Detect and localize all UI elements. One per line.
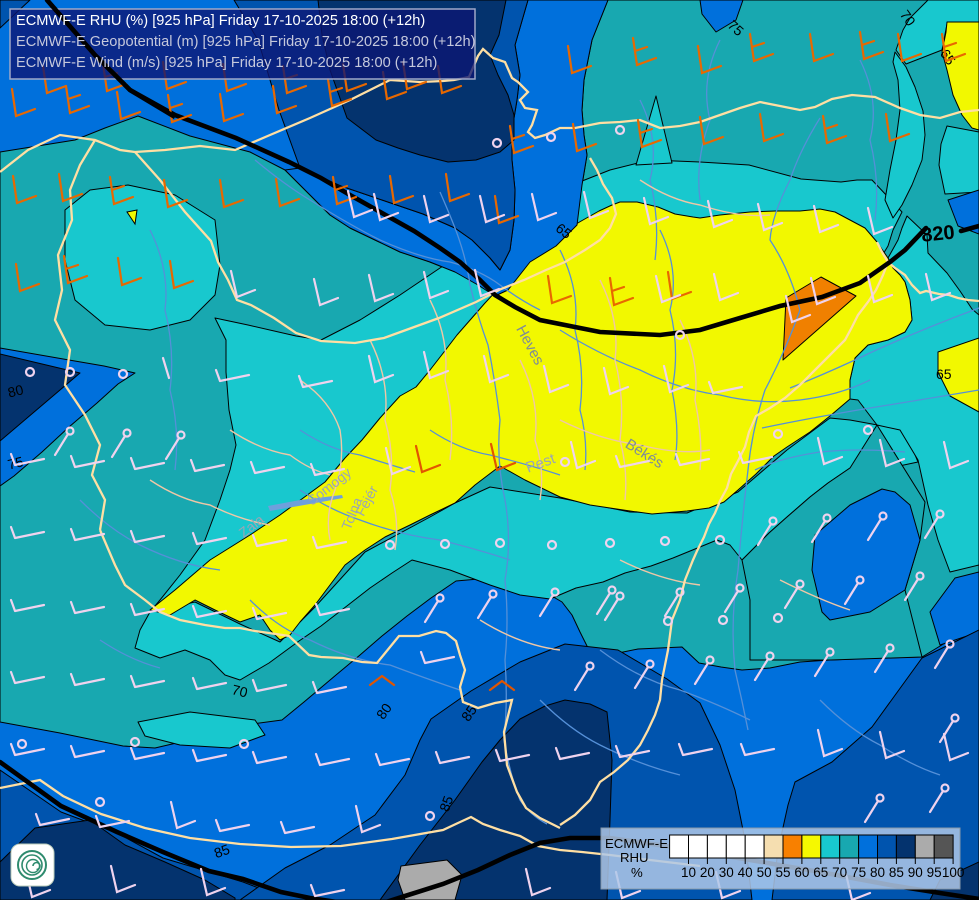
svg-text:60: 60 (794, 865, 809, 880)
svg-text:100: 100 (942, 865, 965, 880)
svg-text:20: 20 (700, 865, 715, 880)
svg-text:90: 90 (908, 865, 923, 880)
svg-text:85: 85 (436, 793, 456, 813)
svg-text:ECMWF-E RHU (%) [925 hPa] Frid: ECMWF-E RHU (%) [925 hPa] Friday 17-10-2… (16, 13, 425, 29)
svg-text:ECMWF-E: ECMWF-E (605, 836, 668, 851)
svg-text:85: 85 (212, 841, 232, 861)
svg-text:80: 80 (6, 381, 25, 400)
svg-text:40: 40 (738, 865, 753, 880)
svg-text:70: 70 (832, 865, 847, 880)
svg-text:ECMWF-E Wind (m/s) [925 hPa] F: ECMWF-E Wind (m/s) [925 hPa] Friday 17-1… (16, 55, 437, 71)
svg-text:50: 50 (757, 865, 772, 880)
svg-text:820: 820 (920, 222, 955, 247)
svg-text:65: 65 (936, 366, 952, 382)
svg-text:55: 55 (775, 865, 790, 880)
svg-text:95: 95 (927, 865, 942, 880)
svg-text:30: 30 (719, 865, 734, 880)
svg-text:RHU: RHU (620, 850, 649, 865)
svg-text:ECMWF-E Geopotential (m) [925: ECMWF-E Geopotential (m) [925 hPa] Frida… (16, 34, 476, 50)
svg-text:10: 10 (681, 865, 696, 880)
svg-text:75: 75 (6, 453, 25, 472)
svg-text:65: 65 (813, 865, 828, 880)
svg-text:%: % (631, 865, 643, 880)
svg-text:75: 75 (851, 865, 866, 880)
svg-text:70: 70 (230, 681, 249, 700)
svg-text:85: 85 (889, 865, 904, 880)
svg-text:80: 80 (870, 865, 885, 880)
